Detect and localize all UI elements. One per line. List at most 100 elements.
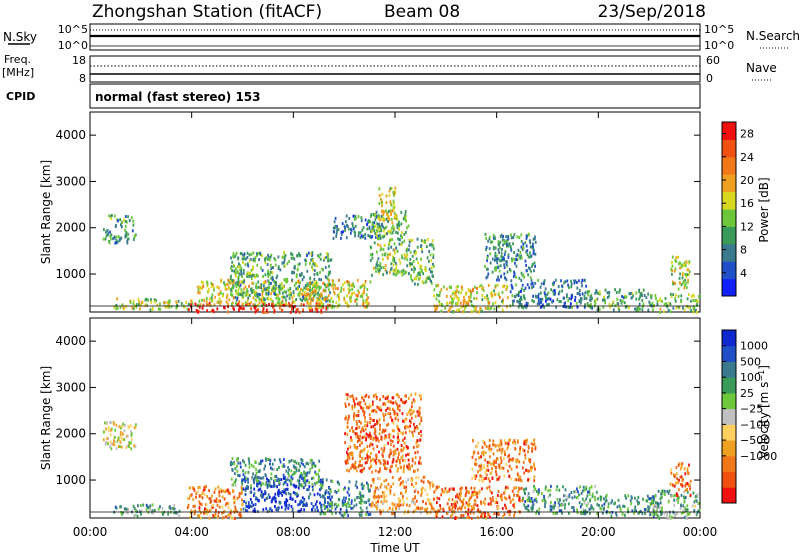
velocity-cell: [580, 491, 583, 495]
power-cell: [275, 276, 278, 280]
power-cell: [512, 242, 514, 246]
velocity-cell: [465, 492, 467, 496]
velocity-cell: [392, 504, 395, 508]
power-cell: [569, 305, 572, 309]
velocity-cell: [467, 490, 470, 494]
power-cell: [560, 279, 562, 283]
power-cell: [432, 247, 435, 251]
velocity-cell: [273, 468, 276, 472]
velocity-cell: [303, 478, 306, 482]
velocity-cell: [549, 488, 552, 492]
velocity-colorbar-tick-label: 25: [740, 387, 754, 400]
velocity-cell: [328, 492, 331, 496]
velocity-cell: [533, 498, 536, 502]
velocity-cell: [372, 458, 375, 462]
power-cell: [519, 296, 522, 300]
velocity-cell: [236, 464, 238, 468]
power-cell: [389, 268, 392, 272]
velocity-colorbar-tick-label: −500: [740, 434, 770, 447]
power-cell: [500, 259, 503, 263]
velocity-cell: [120, 511, 123, 514]
power-cell: [404, 217, 406, 221]
power-cell: [347, 282, 350, 286]
velocity-cell: [405, 480, 408, 484]
velocity-cell: [283, 458, 285, 461]
power-cell: [543, 280, 545, 284]
velocity-cell: [335, 490, 338, 494]
velocity-cell: [488, 485, 491, 489]
velocity-cell: [480, 502, 483, 506]
power-cell: [309, 276, 312, 280]
velocity-cell: [454, 517, 456, 520]
velocity-cell: [303, 503, 305, 507]
power-cell: [435, 284, 438, 288]
velocity-cell: [316, 492, 319, 496]
velocity-cell: [119, 440, 122, 444]
velocity-cell: [389, 448, 392, 452]
velocity-cell: [428, 502, 431, 506]
velocity-cell: [377, 470, 380, 474]
velocity-cell: [484, 511, 487, 515]
velocity-cell: [506, 447, 509, 451]
power-cell: [536, 302, 539, 306]
velocity-cell: [406, 503, 408, 507]
power-cell: [325, 255, 328, 259]
power-cell: [348, 217, 351, 220]
power-cell: [578, 288, 581, 292]
velocity-cell: [287, 471, 290, 475]
power-cell: [327, 271, 330, 274]
velocity-cell: [235, 508, 237, 512]
velocity-cell: [621, 512, 624, 516]
velocity-cell: [418, 422, 421, 426]
power-cell: [232, 282, 234, 286]
power-cell: [389, 209, 392, 213]
velocity-cell: [397, 440, 399, 444]
velocity-cell: [585, 504, 588, 508]
velocity-cell: [513, 493, 515, 497]
velocity-cell: [223, 497, 226, 501]
power-cell: [228, 286, 230, 290]
velocity-cell: [295, 461, 298, 465]
velocity-cell: [438, 509, 441, 513]
power-cell: [638, 297, 641, 301]
velocity-cell: [253, 477, 256, 481]
velocity-cell: [255, 471, 258, 475]
velocity-cell: [341, 499, 344, 503]
power-cell: [411, 262, 413, 266]
velocity-cell: [497, 477, 500, 481]
power-cell: [447, 309, 450, 313]
velocity-cell: [551, 505, 554, 509]
power-cell: [299, 281, 302, 285]
velocity-cell: [421, 486, 424, 490]
power-cell: [663, 310, 665, 314]
power-cell: [287, 303, 290, 307]
velocity-cell: [244, 475, 246, 479]
velocity-cell: [271, 509, 273, 513]
velocity-cell: [295, 468, 298, 472]
velocity-cell: [290, 459, 293, 463]
velocity-cell: [133, 507, 136, 511]
power-cell: [520, 271, 523, 275]
velocity-cell: [351, 426, 353, 430]
velocity-cell: [375, 454, 378, 458]
velocity-cell: [488, 461, 491, 464]
velocity-cell: [654, 494, 656, 498]
velocity-cell: [149, 508, 152, 512]
velocity-cell: [264, 464, 267, 468]
power-cell: [531, 281, 534, 285]
power-cell: [263, 281, 265, 285]
velocity-cell: [240, 486, 243, 490]
power-cell: [464, 292, 467, 296]
power-cell: [564, 305, 566, 309]
power-cell: [238, 308, 240, 312]
velocity-cell: [591, 505, 593, 509]
power-cell: [392, 269, 395, 273]
velocity-cell: [348, 469, 350, 473]
velocity-cell: [451, 513, 454, 517]
power-cell: [207, 288, 210, 291]
power-cell: [157, 307, 160, 311]
velocity-cell: [279, 460, 282, 464]
power-cell: [450, 305, 453, 309]
velocity-cell: [417, 506, 420, 510]
velocity-cell: [276, 479, 278, 482]
